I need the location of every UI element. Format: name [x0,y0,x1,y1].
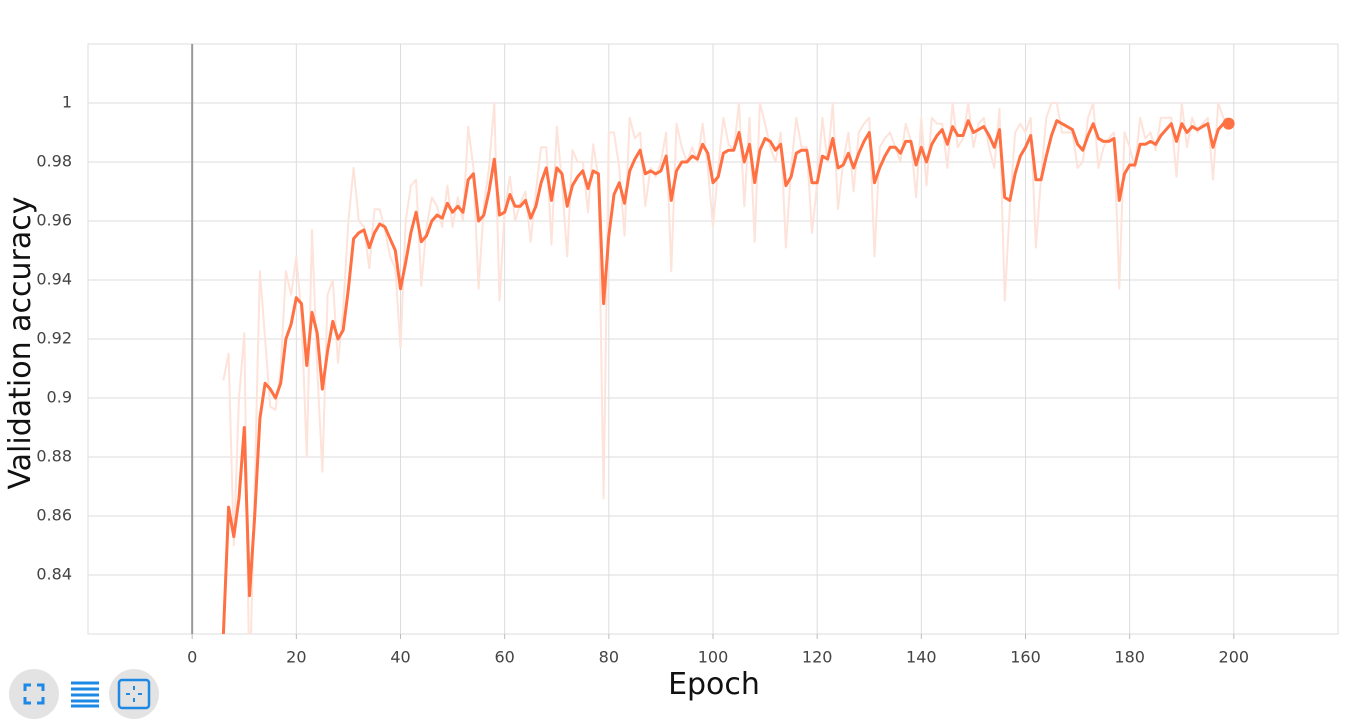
x-tick-label: 20 [286,648,306,667]
x-tick-label: 200 [1219,648,1250,667]
last-point [1222,117,1235,130]
y-tick-label: 0.9 [47,388,72,407]
x-tick-label: 80 [599,648,619,667]
x-tick-label: 160 [1010,648,1041,667]
toolbar [9,669,159,719]
x-tick-label: 120 [802,648,833,667]
zoom-button[interactable] [109,669,159,719]
x-axis-title: Epoch [668,667,760,702]
y-axis-title: Validation accuracy [3,196,38,489]
x-tick-label: 140 [906,648,937,667]
x-tick-label: 60 [494,648,514,667]
x-tick-label: 180 [1114,648,1145,667]
fit-button[interactable] [9,669,59,719]
y-tick-label: 1 [62,93,72,112]
y-tick-label: 0.86 [36,506,72,525]
y-tick-label: 0.98 [36,152,72,171]
smoothed-line [221,119,1229,634]
y-tick-label: 0.88 [36,447,72,466]
legend-button[interactable] [71,681,99,708]
y-tick-label: 0.92 [36,329,72,348]
y-tick-label: 0.96 [36,211,72,230]
x-tick-label: 40 [390,648,410,667]
y-tick-label: 0.94 [36,270,72,289]
raw-line [222,102,1230,634]
y-tick-label: 0.84 [36,565,72,584]
x-tick-label: 0 [187,648,197,667]
x-tick-label: 100 [698,648,729,667]
